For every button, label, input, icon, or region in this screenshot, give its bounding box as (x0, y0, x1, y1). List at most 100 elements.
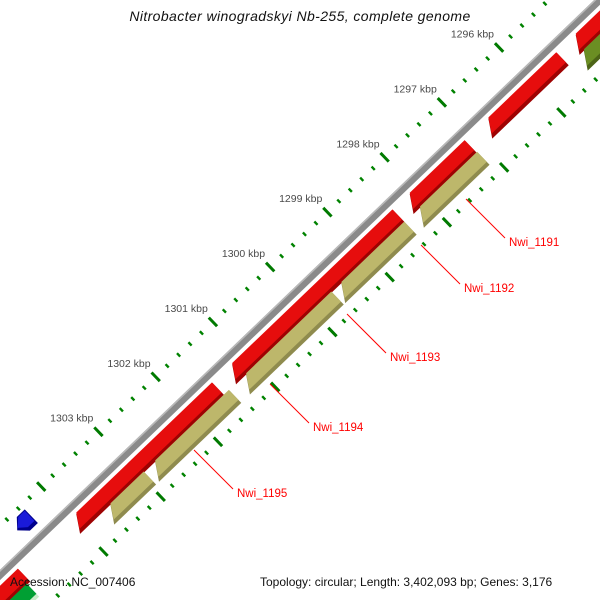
ruler-dot-upper (199, 330, 204, 336)
ruler-dot-lower (89, 560, 95, 566)
ruler-dot-upper (347, 187, 353, 193)
ruler-dot-upper (485, 55, 491, 61)
kbp-tick-label: 1302 kbp (107, 358, 150, 370)
ruler-dot-lower (478, 186, 484, 192)
ruler-dot-lower (341, 318, 347, 324)
blue-gene-arrow (17, 510, 35, 528)
ruler-dot-upper (221, 308, 227, 314)
ruler-dot-upper (542, 1, 548, 7)
kbp-tick-label: 1299 kbp (279, 193, 322, 205)
feature-arrow (110, 471, 154, 520)
ruler-dot-upper (427, 110, 433, 116)
feature-arrow (246, 291, 341, 390)
gene-label: Nwi_1192 (464, 283, 514, 295)
ruler-dot-upper (187, 341, 193, 347)
ruler-dot-upper (84, 440, 90, 446)
gene-label: Nwi_1193 (390, 352, 440, 364)
ruler-dot-lower (490, 175, 496, 181)
ruler-dot-lower (169, 483, 175, 489)
ruler-dot-lower (410, 252, 416, 258)
gene-arrow (232, 209, 403, 380)
kbp-tick-label: 1298 kbp (336, 138, 379, 150)
ruler-dot-lower (467, 197, 473, 203)
feature-arrow (420, 151, 487, 223)
ruler-dot-upper (393, 143, 399, 149)
ruler-dot-upper (118, 407, 124, 413)
gene-label-leader (346, 313, 387, 354)
ruler-dot-lower (570, 98, 576, 104)
ruler-dot-upper (164, 363, 170, 369)
ruler-dot-upper (244, 286, 250, 292)
ruler-dot-upper (176, 352, 182, 358)
ruler-dot-lower (421, 241, 427, 247)
ruler-dot-lower (226, 428, 232, 434)
ruler-dot-upper (370, 165, 376, 171)
ruler-dot-lower (261, 395, 267, 401)
ruler-dot-upper (130, 396, 136, 402)
ruler-dot-upper (50, 473, 56, 479)
ruler-tick-upper (493, 42, 505, 53)
ruler-tick-lower (269, 381, 281, 393)
gene-arrow (76, 382, 222, 529)
ruler-dot-lower (318, 340, 324, 346)
ruler-dot-lower (375, 285, 381, 291)
gene-label-leader (465, 198, 506, 239)
ruler-dot-upper (73, 451, 79, 457)
ruler-dot-lower (146, 505, 152, 511)
ruler-dot-lower (112, 538, 118, 544)
gene-arrow (409, 140, 475, 210)
ruler-dot-upper (256, 275, 262, 281)
kbp-tick-label: 1303 kbp (50, 413, 93, 425)
ruler-dot-lower (307, 351, 313, 357)
ruler-dot-lower (398, 263, 404, 269)
ruler-tick-lower (441, 216, 453, 228)
gene-arrow (575, 0, 600, 50)
ruler-dot-lower (536, 131, 541, 137)
ruler-dot-upper (15, 506, 21, 512)
ruler-dot-lower (581, 88, 587, 94)
ruler-tick-upper (150, 371, 161, 383)
green-feature-arrow (5, 583, 37, 600)
ruler-dot-upper (233, 297, 239, 303)
ruler-tick-lower (498, 161, 510, 173)
ruler-tick-upper (207, 316, 219, 328)
ruler-dot-lower (135, 516, 141, 522)
ruler-dot-lower (238, 417, 244, 423)
kbp-tick-label: 1297 kbp (394, 83, 437, 95)
ruler-tick-upper (322, 206, 333, 218)
ruler-tick-lower (556, 107, 567, 118)
ruler-dot-upper (302, 231, 307, 237)
ruler-dot-upper (508, 34, 514, 40)
gene-label-leader (193, 449, 234, 490)
ruler-dot-lower (433, 230, 438, 236)
ruler-dot-upper (290, 242, 296, 248)
ruler-dot-lower (66, 582, 72, 587)
ruler-dot-upper (4, 517, 10, 523)
ruler-tick-upper (264, 261, 276, 273)
gene-label-leader (269, 383, 310, 424)
ruler-dot-upper (279, 253, 285, 259)
ruler-dot-upper (462, 77, 468, 83)
ruler-dot-lower (55, 592, 61, 598)
ruler-dot-lower (295, 362, 301, 368)
ruler-tick-lower (98, 546, 109, 557)
gene-label: Nwi_1195 (237, 488, 287, 500)
feature-arrow (155, 389, 239, 477)
accession-text: Accession: NC_007406 (10, 575, 136, 589)
ruler-tick-upper (35, 481, 47, 492)
ruler-dot-upper (107, 418, 113, 424)
ruler-tick-lower (155, 491, 166, 503)
ruler-dot-lower (181, 472, 187, 478)
ruler-dot-upper (336, 198, 342, 204)
ruler-dot-lower (123, 527, 129, 533)
ruler-dot-lower (593, 77, 599, 83)
kbp-tick-label: 1296 kbp (451, 29, 494, 41)
ruler-dot-lower (78, 571, 84, 577)
ruler-dot-upper (405, 132, 410, 138)
ruler-dot-upper (27, 495, 33, 501)
ruler-tick-upper (436, 97, 448, 108)
